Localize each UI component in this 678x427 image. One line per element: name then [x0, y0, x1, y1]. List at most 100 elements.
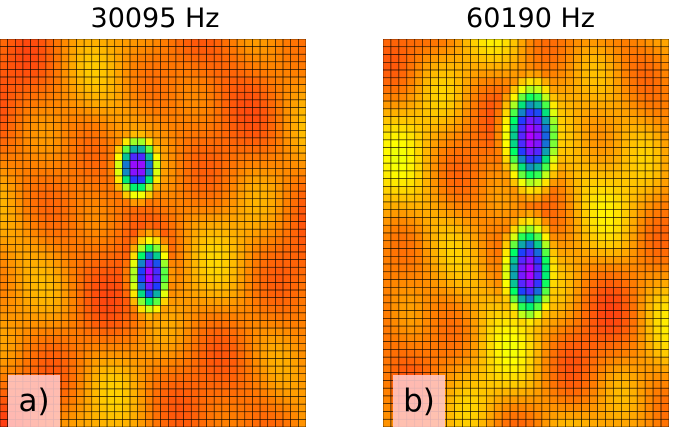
heatmap-cell [660, 256, 669, 265]
heatmap-cell [68, 327, 77, 336]
heatmap-cell [581, 139, 590, 148]
heatmap-cell [282, 76, 291, 85]
heatmap-cell [175, 76, 184, 85]
heatmap-cell [597, 209, 606, 218]
heatmap-cell [0, 183, 8, 192]
heatmap-cell [597, 77, 606, 86]
heatmap-cell [229, 244, 238, 253]
heatmap-cell [589, 310, 598, 319]
heatmap-cell [221, 152, 230, 162]
heatmap-cell [252, 289, 261, 298]
heatmap-cell [15, 274, 24, 283]
heatmap-cell [501, 380, 511, 389]
heatmap-cell [114, 327, 123, 336]
heatmap-cell [290, 175, 299, 184]
heatmap-cell [290, 221, 299, 230]
heatmap-cell [541, 294, 551, 304]
heatmap-cell [470, 131, 479, 141]
heatmap-cell [470, 69, 479, 79]
heatmap-cell [175, 221, 184, 230]
heatmap-cell [613, 418, 622, 427]
heatmap-cell [629, 232, 638, 242]
heatmap-cell [129, 251, 138, 260]
heatmap-cell [383, 364, 392, 373]
heatmap-cell [190, 266, 200, 276]
heatmap-cell [137, 152, 146, 162]
heatmap-cell [557, 131, 566, 141]
heatmap-cell [137, 69, 146, 78]
heatmap-cell [446, 318, 455, 327]
heatmap-cell [137, 343, 146, 352]
heatmap-cell [145, 403, 154, 413]
heatmap-cell [68, 244, 77, 253]
heatmap-cell [45, 206, 54, 215]
heatmap-cell [76, 213, 85, 222]
heatmap-cell [0, 365, 8, 375]
heatmap-cell [53, 190, 62, 200]
heatmap-cell [236, 358, 246, 367]
heatmap-cell [152, 282, 161, 291]
heatmap-cell [636, 240, 646, 249]
heatmap-a [0, 39, 306, 427]
heatmap-cell [37, 145, 47, 154]
heatmap-cell [45, 99, 54, 108]
heatmap-cell [275, 114, 284, 123]
heatmap-cell [573, 170, 582, 179]
heatmap-cell [0, 289, 8, 298]
heatmap-cell [198, 183, 207, 192]
heatmap-cell [454, 39, 463, 48]
heatmap-cell [275, 183, 284, 192]
heatmap-cell [446, 39, 455, 48]
heatmap-cell [267, 61, 276, 70]
heatmap-cell [160, 190, 169, 200]
heatmap-cell [7, 91, 16, 101]
heatmap-cell [636, 318, 646, 327]
heatmap-cell [198, 274, 207, 283]
heatmap-cell [221, 236, 230, 245]
heatmap-cell [99, 69, 108, 78]
heatmap-cell [190, 228, 200, 238]
heatmap-cell [613, 364, 622, 373]
heatmap-cell [422, 201, 431, 210]
heatmap-cell [37, 76, 47, 85]
heatmap-cell [114, 69, 123, 78]
heatmap-cell [45, 175, 54, 184]
heatmap-cell [114, 419, 123, 427]
heatmap-cell [660, 287, 669, 296]
heatmap-cell [129, 190, 138, 200]
heatmap-cell [501, 333, 511, 342]
heatmap-cell [122, 365, 131, 375]
heatmap-cell [525, 77, 535, 86]
heatmap-cell [45, 39, 54, 47]
heatmap-cell [549, 310, 559, 319]
heatmap-cell [206, 213, 215, 222]
heatmap-cell [438, 294, 447, 304]
heatmap-cell [290, 244, 299, 253]
heatmap-cell [152, 388, 161, 397]
heatmap-cell [652, 294, 662, 304]
heatmap-cell [644, 364, 654, 373]
heatmap-cell [15, 145, 24, 154]
heatmap-cell [168, 244, 177, 253]
heatmap-cell [236, 251, 246, 260]
heatmap-cell [430, 100, 439, 110]
heatmap-cell [129, 39, 138, 47]
heatmap-cell [76, 53, 85, 63]
heatmap-cell [91, 388, 100, 397]
heatmap-cell [525, 147, 535, 156]
heatmap-cell [454, 380, 463, 389]
heatmap-cell [83, 91, 93, 101]
heatmap-cell [30, 61, 39, 70]
heatmap-cell [252, 259, 261, 268]
heatmap-cell [91, 145, 100, 154]
heatmap-cell [581, 193, 590, 203]
heatmap-cell [145, 327, 154, 336]
heatmap-cell [122, 61, 131, 70]
heatmap-cell [573, 387, 582, 397]
heatmap-cell [175, 244, 184, 253]
heatmap-cell [236, 213, 246, 222]
heatmap-cell [621, 271, 630, 280]
heatmap-cell [414, 124, 423, 133]
heatmap-cell [290, 168, 299, 177]
heatmap-cell [183, 419, 192, 427]
